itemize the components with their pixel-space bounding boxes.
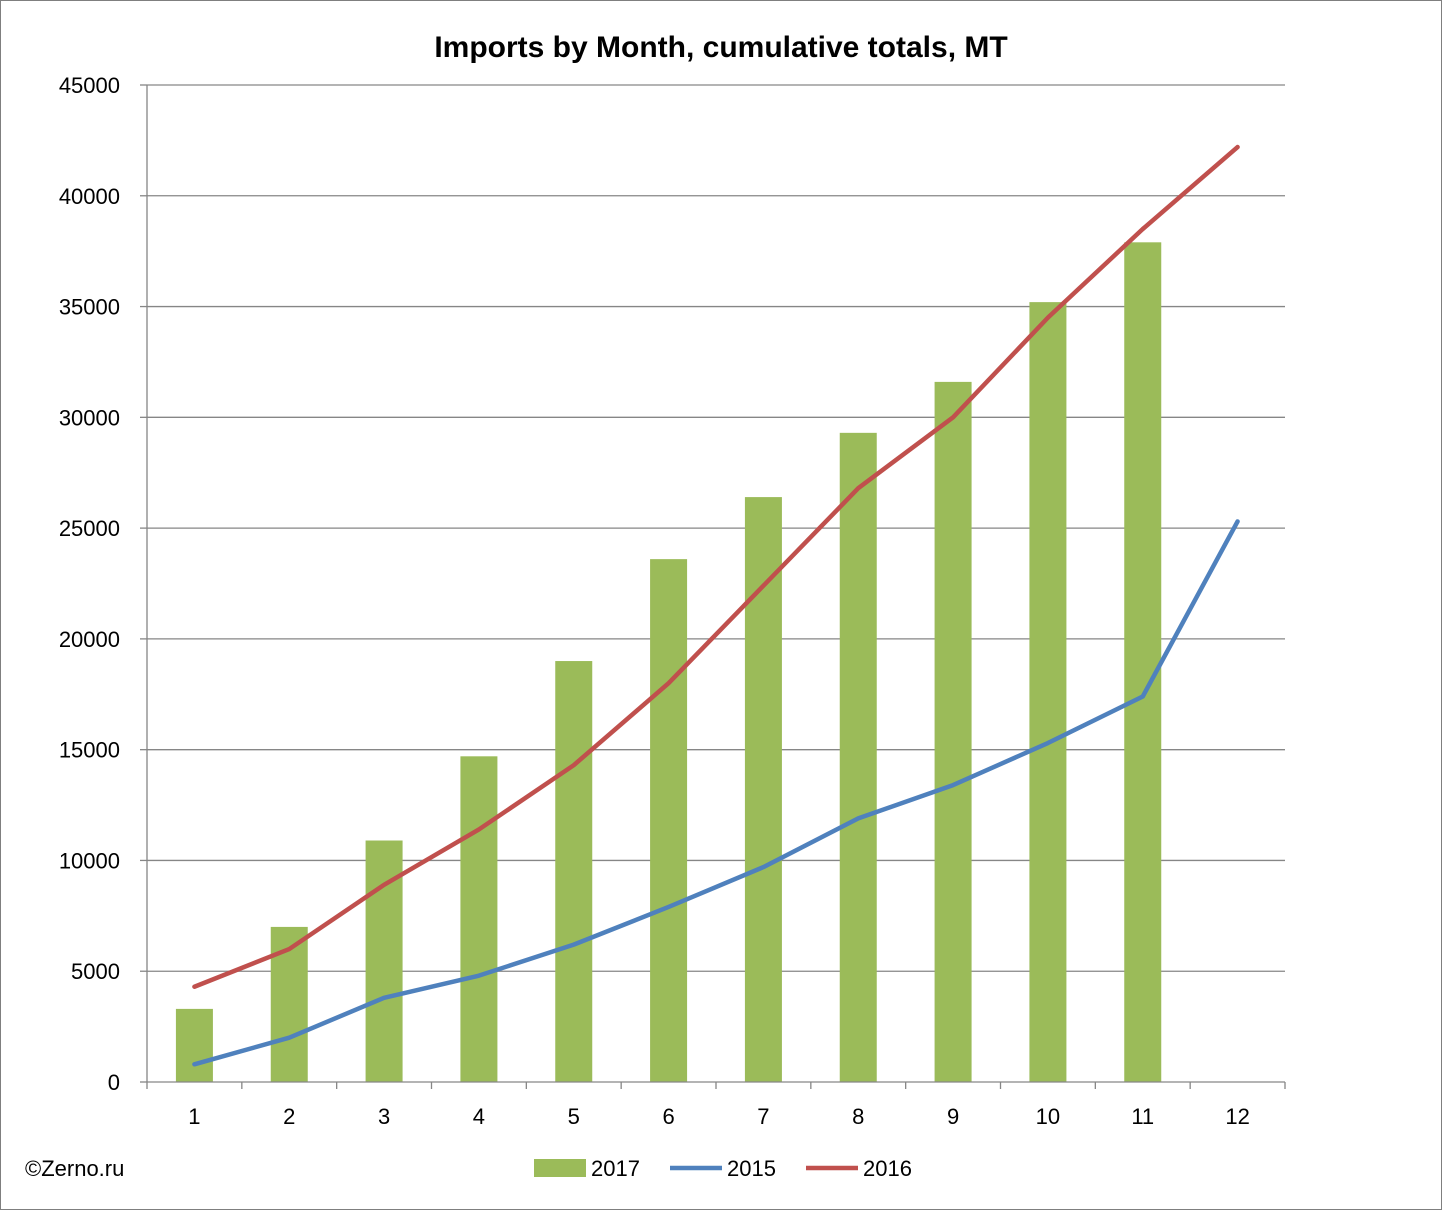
x-tick-label: 12 (1225, 1104, 1249, 1129)
x-tick-label: 7 (757, 1104, 769, 1129)
y-axis-tick-labels: 0 5000 10000 15000 20000 25000 30000 35000 40000… (59, 73, 120, 1095)
y-tick-label: 5000 (71, 959, 120, 984)
x-tick-label: 11 (1131, 1104, 1154, 1129)
line-series (194, 147, 1237, 1064)
y-tick-label: 20000 (59, 627, 120, 652)
x-tick-label: 8 (852, 1104, 864, 1129)
axes (147, 85, 1285, 1089)
x-tick-label: 1 (188, 1104, 200, 1129)
y-tick-label: 15000 (59, 738, 120, 763)
legend-label-2016: 2016 (863, 1156, 912, 1181)
legend-label-2015: 2015 (727, 1156, 776, 1181)
x-tick-label: 5 (568, 1104, 580, 1129)
x-tick-label: 2 (283, 1104, 295, 1129)
bar-2017-9 (935, 382, 972, 1082)
bar-2017-6 (650, 559, 687, 1082)
chart-title: Imports by Month, cumulative totals, MT (434, 31, 1007, 64)
bar-2017-8 (840, 433, 877, 1082)
bar-2017-10 (1029, 302, 1066, 1082)
bar-2017-4 (460, 756, 497, 1082)
y-tick-label: 30000 (59, 405, 120, 430)
x-tick-label: 10 (1036, 1104, 1060, 1129)
y-tick-label: 40000 (59, 184, 120, 209)
y-tick-label: 10000 (59, 848, 120, 873)
y-tick-label: 45000 (59, 73, 120, 98)
y-tick-label: 35000 (59, 295, 120, 320)
bar-2017-1 (176, 1009, 213, 1082)
line-2015 (194, 521, 1237, 1064)
bar-series-2017 (176, 242, 1161, 1082)
y-tick-label: 0 (108, 1070, 120, 1095)
bar-2017-5 (555, 661, 592, 1082)
x-tick-label: 6 (662, 1104, 674, 1129)
x-tick-label: 4 (473, 1104, 485, 1129)
legend-label-2017: 2017 (591, 1156, 640, 1181)
x-tick-label: 3 (378, 1104, 390, 1129)
legend: 2017 2015 2016 (534, 1156, 912, 1181)
x-tick-label: 9 (947, 1104, 959, 1129)
credit-text: ©Zerno.ru (25, 1156, 124, 1181)
y-tick-label: 25000 (59, 516, 120, 541)
bar-2017-11 (1124, 242, 1161, 1082)
legend-swatch-2017 (534, 1159, 586, 1177)
